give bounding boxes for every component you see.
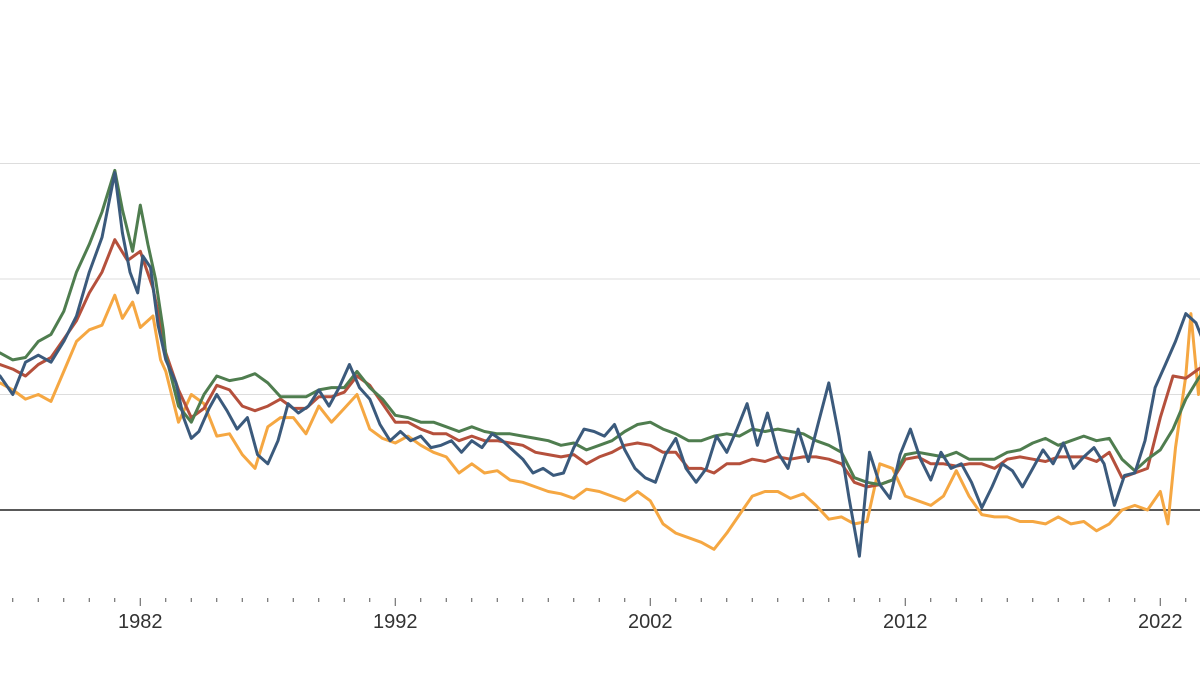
x-tick-label: 2002 — [628, 611, 673, 633]
series-line-1 — [0, 293, 1200, 551]
x-tick-label: 1992 — [373, 611, 418, 633]
gridlines — [0, 163, 1200, 511]
x-tick-label: 2012 — [883, 611, 928, 633]
series-line-3 — [0, 168, 1200, 487]
x-axis: 1982 1992 2002 2012 2022 — [12, 598, 1187, 633]
series-line-4 — [0, 171, 1200, 558]
series-line-2 — [0, 238, 1200, 489]
series-lines — [0, 168, 1200, 558]
x-tick-label: 2022 — [1138, 611, 1183, 633]
x-tick-label: 1982 — [118, 611, 163, 633]
